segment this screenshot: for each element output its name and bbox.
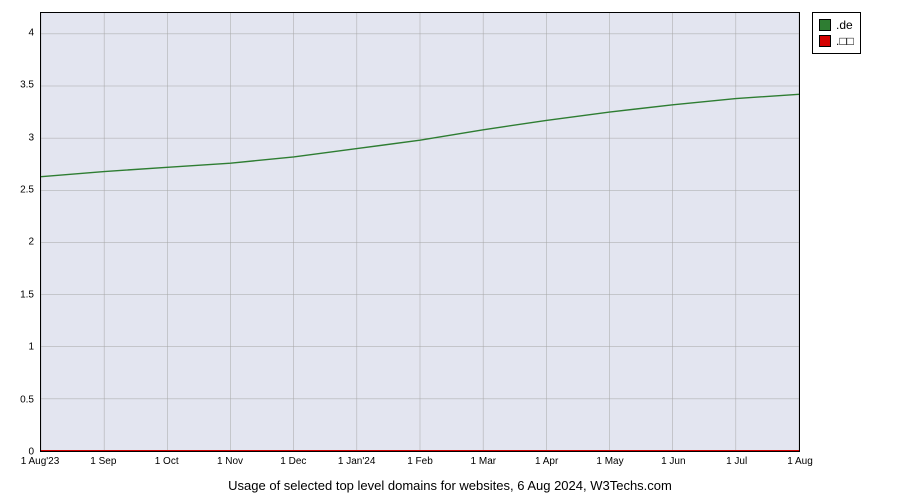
legend-label: .de	[836, 17, 853, 33]
plot-area	[40, 12, 800, 452]
x-tick-label: 1 May	[596, 456, 623, 467]
x-tick-label: 1 Dec	[280, 456, 306, 467]
x-tick-label: 1 Feb	[407, 456, 433, 467]
y-tick-label: 1	[0, 342, 34, 353]
x-tick-label: 1 Sep	[90, 456, 116, 467]
x-tick-label: 1 Nov	[217, 456, 243, 467]
x-tick-label: 1 Jan'24	[338, 456, 376, 467]
legend-swatch	[819, 19, 831, 31]
y-tick-label: 1.5	[0, 289, 34, 300]
x-tick-label: 1 Jun	[661, 456, 685, 467]
y-tick-label: 2	[0, 237, 34, 248]
chart-caption: Usage of selected top level domains for …	[0, 478, 900, 493]
x-tick-label: 1 Aug'23	[21, 456, 60, 467]
x-tick-label: 1 Oct	[155, 456, 179, 467]
x-tick-label: 1 Aug	[787, 456, 813, 467]
y-tick-label: 3	[0, 132, 34, 143]
legend-item: .□□	[819, 33, 854, 49]
chart-container: { "chart": { "type": "line", "plot_area"…	[0, 0, 900, 500]
legend-label: .□□	[836, 33, 854, 49]
x-tick-label: 1 Jul	[726, 456, 747, 467]
x-tick-label: 1 Mar	[471, 456, 497, 467]
y-tick-label: 4	[0, 27, 34, 38]
y-tick-label: 3.5	[0, 80, 34, 91]
x-tick-label: 1 Apr	[535, 456, 558, 467]
legend-item: .de	[819, 17, 854, 33]
legend-swatch	[819, 35, 831, 47]
y-tick-label: 0.5	[0, 394, 34, 405]
y-tick-label: 2.5	[0, 185, 34, 196]
legend: .de.□□	[812, 12, 861, 54]
